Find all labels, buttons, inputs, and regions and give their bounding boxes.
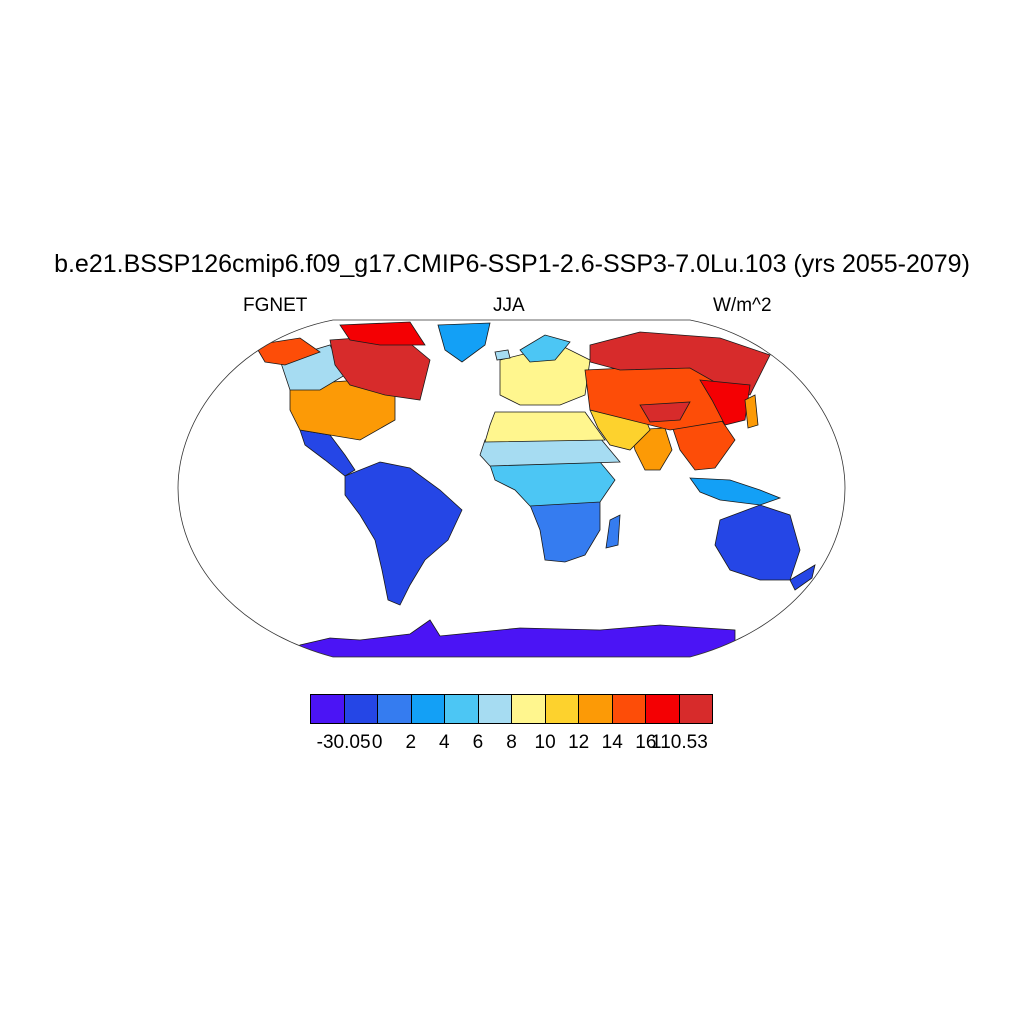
region-south-america <box>344 461 463 606</box>
units-label: W/m^2 <box>713 295 772 316</box>
colorbar-box <box>310 694 345 724</box>
region-sahel <box>479 437 621 467</box>
region-se-asia <box>689 477 782 506</box>
region-tibet <box>639 401 691 423</box>
colorbar-box <box>478 694 512 724</box>
colorbar <box>310 694 713 724</box>
colorbar-box <box>411 694 445 724</box>
colorbar-tick-label: 0 <box>371 732 383 753</box>
colorbar-box <box>579 694 613 724</box>
colorbar-tick-label: 2 <box>405 732 417 753</box>
variable-label: FGNET <box>243 295 308 316</box>
region-madagascar <box>605 514 621 549</box>
region-canada-arctic <box>339 321 426 346</box>
colorbar-tick-label: 4 <box>439 732 450 753</box>
colorbar-box <box>679 694 713 724</box>
colorbar-box <box>378 694 412 724</box>
globe-outline <box>177 319 846 658</box>
colorbar-tick-label: 8 <box>506 732 517 753</box>
region-alaska <box>254 337 321 366</box>
region-australia <box>714 504 801 581</box>
colorbar-tick-label: 110.53 <box>651 732 708 753</box>
colorbar-tick-label: 16 <box>635 732 657 753</box>
colorbar-tick-label: -30.05 <box>316 732 371 753</box>
region-scandinavia <box>519 334 571 363</box>
region-antarctica <box>289 619 736 657</box>
colorbar-box <box>545 694 579 724</box>
region-east-siberia <box>699 379 751 426</box>
season-label: JJA <box>493 295 525 316</box>
region-iceland <box>494 349 511 361</box>
region-sahara <box>484 411 606 443</box>
region-greenland <box>437 322 491 363</box>
colorbar-box <box>612 694 646 724</box>
colorbar-tick-label: 10 <box>534 732 556 753</box>
region-central-america <box>299 429 356 477</box>
colorbar-box <box>344 694 378 724</box>
region-new-zealand <box>789 564 816 591</box>
colorbar-box <box>512 694 546 724</box>
colorbar-tick-label: 12 <box>568 732 590 753</box>
plot-title: b.e21.BSSP126cmip6.f09_g17.CMIP6-SSP1-2.… <box>54 250 970 278</box>
colorbar-box <box>646 694 680 724</box>
region-japan <box>744 394 759 429</box>
colorbar-tick-label: 6 <box>472 732 484 753</box>
colorbar-box <box>445 694 479 724</box>
region-central-africa <box>489 461 616 507</box>
colorbar-tick-label: 14 <box>601 732 623 753</box>
region-southern-africa <box>529 499 601 563</box>
